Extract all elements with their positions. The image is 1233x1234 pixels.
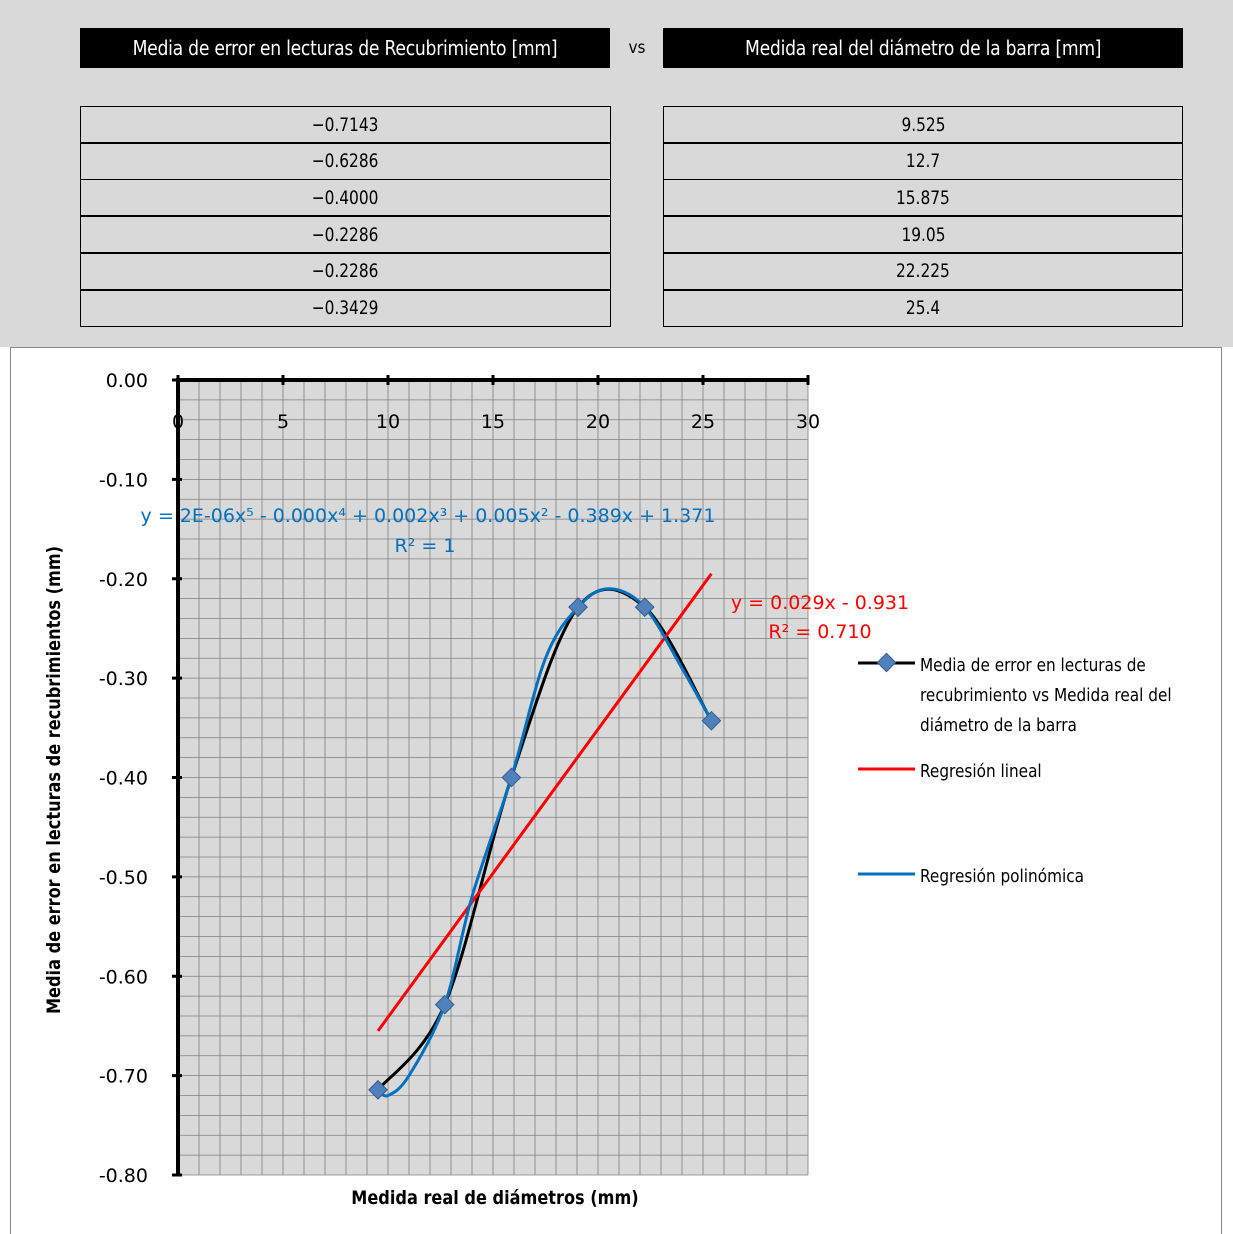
chart-ticks: 0 5 10 15 20 25 30 0.00 -0.10 -0.20 -0.30 -0.40 -0.5… [99, 370, 820, 1187]
data-table-panel: Media de error en lecturas de Recubrimie… [0, 0, 1233, 347]
chart-grid [177, 379, 809, 1176]
table-cell-error: −0.3429 [80, 289, 611, 327]
table-header-diameter: Medida real del diámetro de la barra [mm… [663, 28, 1183, 68]
table-cell-diameter: 19.05 [663, 216, 1183, 254]
data-point-marker [701, 710, 722, 731]
legend: Media de error en lecturas de recubrimie… [858, 652, 1172, 887]
y-tick-label: -0.50 [99, 867, 148, 889]
data-point-marker [501, 767, 522, 788]
x-tick-label: 20 [586, 411, 610, 433]
legend-label-series1-line2: recubrimiento vs Medida real del [920, 684, 1172, 706]
y-tick-label: 0.00 [106, 370, 148, 392]
table-cell-error: −0.2286 [80, 216, 611, 254]
y-tick-label: -0.60 [99, 966, 148, 988]
table-cell-diameter: 25.4 [663, 289, 1183, 327]
linear-equation-label: y = 0.029x - 0.931 [731, 592, 909, 614]
table-cell-error: −0.4000 [80, 179, 611, 217]
vs-column [611, 68, 663, 326]
table-cell-error: −0.6286 [80, 142, 611, 180]
table-cell-error: −0.2286 [80, 252, 611, 290]
x-tick-label: 15 [481, 411, 505, 433]
table-cell-diameter: 9.525 [663, 106, 1183, 143]
table-cell-error: −0.7143 [80, 106, 611, 143]
x-tick-label: 30 [796, 411, 820, 433]
table-blank-row [80, 72, 610, 100]
poly-r2-label: R² = 1 [395, 535, 456, 557]
poly-equation-label: y = 2E-06x⁵ - 0.000x⁴ + 0.002x³ + 0.005x… [141, 505, 716, 527]
y-tick-label: -0.20 [99, 569, 148, 591]
legend-label-linear: Regresión lineal [920, 760, 1042, 782]
table-blank-row [663, 72, 1183, 100]
data-point-marker [568, 597, 588, 618]
series-line-linear-regression [376, 572, 713, 1032]
chart-markers [368, 597, 722, 1100]
table-cell-diameter: 22.225 [663, 252, 1183, 290]
table-header-error: Media de error en lecturas de Recubrimie… [80, 28, 610, 68]
x-tick-label: 10 [376, 411, 400, 433]
y-tick-label: -0.10 [99, 469, 148, 491]
legend-marker-diamond [876, 652, 897, 673]
table-cell-diameter: 15.875 [663, 179, 1183, 217]
x-axis-label: Medida real de diámetros (mm) [351, 1188, 638, 1210]
data-point-marker [634, 597, 655, 618]
y-tick-label: -0.80 [99, 1165, 148, 1187]
table-cell-diameter: 12.7 [663, 142, 1183, 180]
y-tick-label: -0.30 [99, 668, 148, 690]
data-point-marker [368, 1079, 388, 1100]
legend-label-poly: Regresión polinómica [920, 865, 1084, 887]
chart-frame [10, 347, 1222, 1234]
x-tick-label: 5 [277, 411, 289, 433]
y-tick-label: -0.40 [99, 768, 148, 790]
x-tick-label: 0 [172, 411, 184, 433]
data-point-marker [434, 994, 455, 1015]
linear-r2-label: R² = 0.710 [768, 621, 871, 643]
y-axis-label: Media de error en lecturas de recubrimie… [44, 546, 66, 1014]
y-tick-label: -0.70 [99, 1066, 148, 1088]
x-tick-label: 25 [691, 411, 715, 433]
table-header-vs: vs [628, 38, 646, 58]
legend-label-series1-line3: diámetro de la barra [920, 714, 1077, 736]
legend-label-series1-line1: Media de error en lecturas de [920, 654, 1146, 676]
